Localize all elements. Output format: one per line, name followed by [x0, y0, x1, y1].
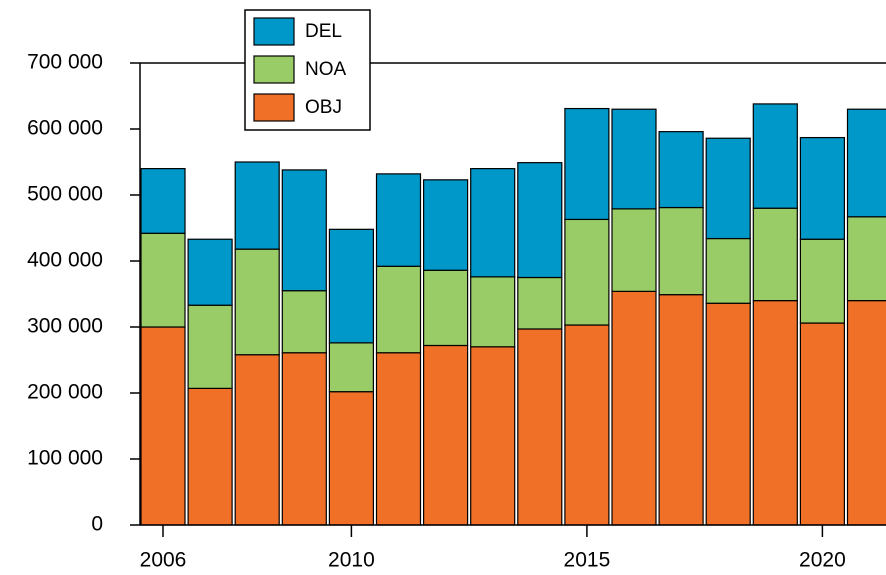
- bar-segment: [705, 237, 751, 304]
- bar-segment: [752, 103, 798, 209]
- bar-segment: [799, 136, 846, 240]
- bar-segment: [234, 248, 280, 356]
- bar-segment: [846, 108, 886, 218]
- bar-segment: [423, 179, 469, 271]
- bar-segment: [375, 173, 422, 267]
- bar-segment: [187, 238, 233, 306]
- bar-segment: [423, 344, 469, 526]
- bar-segment: [375, 352, 422, 526]
- y-tick-label: 500 000: [27, 183, 103, 206]
- bar-segment: [752, 207, 798, 302]
- bar-segment: [517, 276, 563, 330]
- bar-segment: [705, 302, 751, 526]
- bar-segment: [564, 218, 610, 326]
- y-tick-label: 100 000: [27, 447, 103, 470]
- bar-segment: [423, 269, 469, 347]
- bar-segment: [328, 342, 374, 393]
- legend-label: DEL: [305, 21, 342, 42]
- bar-segment: [611, 290, 657, 526]
- bar-segment: [140, 326, 186, 526]
- y-tick-label: 600 000: [27, 117, 103, 140]
- bar-segment: [470, 276, 516, 348]
- bar-segment: [658, 131, 704, 209]
- legend-label: NOA: [305, 59, 347, 80]
- bar-segment: [234, 161, 280, 250]
- bar-segment: [611, 108, 657, 210]
- bar-segment: [470, 346, 516, 526]
- legend-swatch: [253, 93, 295, 122]
- bar-segment: [281, 169, 327, 292]
- x-tick-label: 2015: [564, 549, 611, 572]
- legend-swatch: [253, 55, 295, 84]
- bar-segment: [658, 206, 704, 296]
- y-tick-label: 700 000: [27, 51, 103, 74]
- bar-segment: [799, 238, 846, 324]
- x-tick-label: 2006: [140, 549, 187, 572]
- bar-segment: [799, 322, 846, 526]
- x-tick-label: 2020: [799, 549, 846, 572]
- bar-segment: [611, 208, 657, 292]
- bar-segment: [187, 304, 233, 389]
- bar-segment: [846, 216, 886, 302]
- bar-segment: [187, 387, 233, 526]
- bar-segment: [328, 228, 374, 344]
- bar-segment: [140, 232, 186, 328]
- bar-segment: [564, 324, 610, 526]
- bar-segment: [517, 162, 563, 279]
- legend-swatch: [253, 17, 295, 46]
- bar-segment: [564, 107, 610, 221]
- bar-segment: [658, 294, 704, 526]
- y-tick-label: 400 000: [27, 249, 103, 272]
- y-tick-label: 300 000: [27, 315, 103, 338]
- bar-segment: [846, 300, 886, 526]
- bar-segment: [140, 168, 186, 234]
- legend-label: OBJ: [305, 97, 342, 118]
- y-tick-label: 0: [91, 513, 103, 536]
- bar-segment: [470, 168, 516, 278]
- y-tick-label: 200 000: [27, 381, 103, 404]
- bar-segment: [752, 300, 798, 526]
- bar-segment: [281, 352, 327, 526]
- bar-segment: [328, 391, 374, 526]
- bar-segment: [281, 290, 327, 354]
- x-tick-label: 2010: [328, 549, 375, 572]
- bar-segment: [517, 328, 563, 526]
- legend: DEL NOA OBJ: [244, 9, 371, 131]
- bar-segment: [234, 354, 280, 526]
- bar-segment: [375, 265, 422, 354]
- bar-segment: [705, 137, 751, 240]
